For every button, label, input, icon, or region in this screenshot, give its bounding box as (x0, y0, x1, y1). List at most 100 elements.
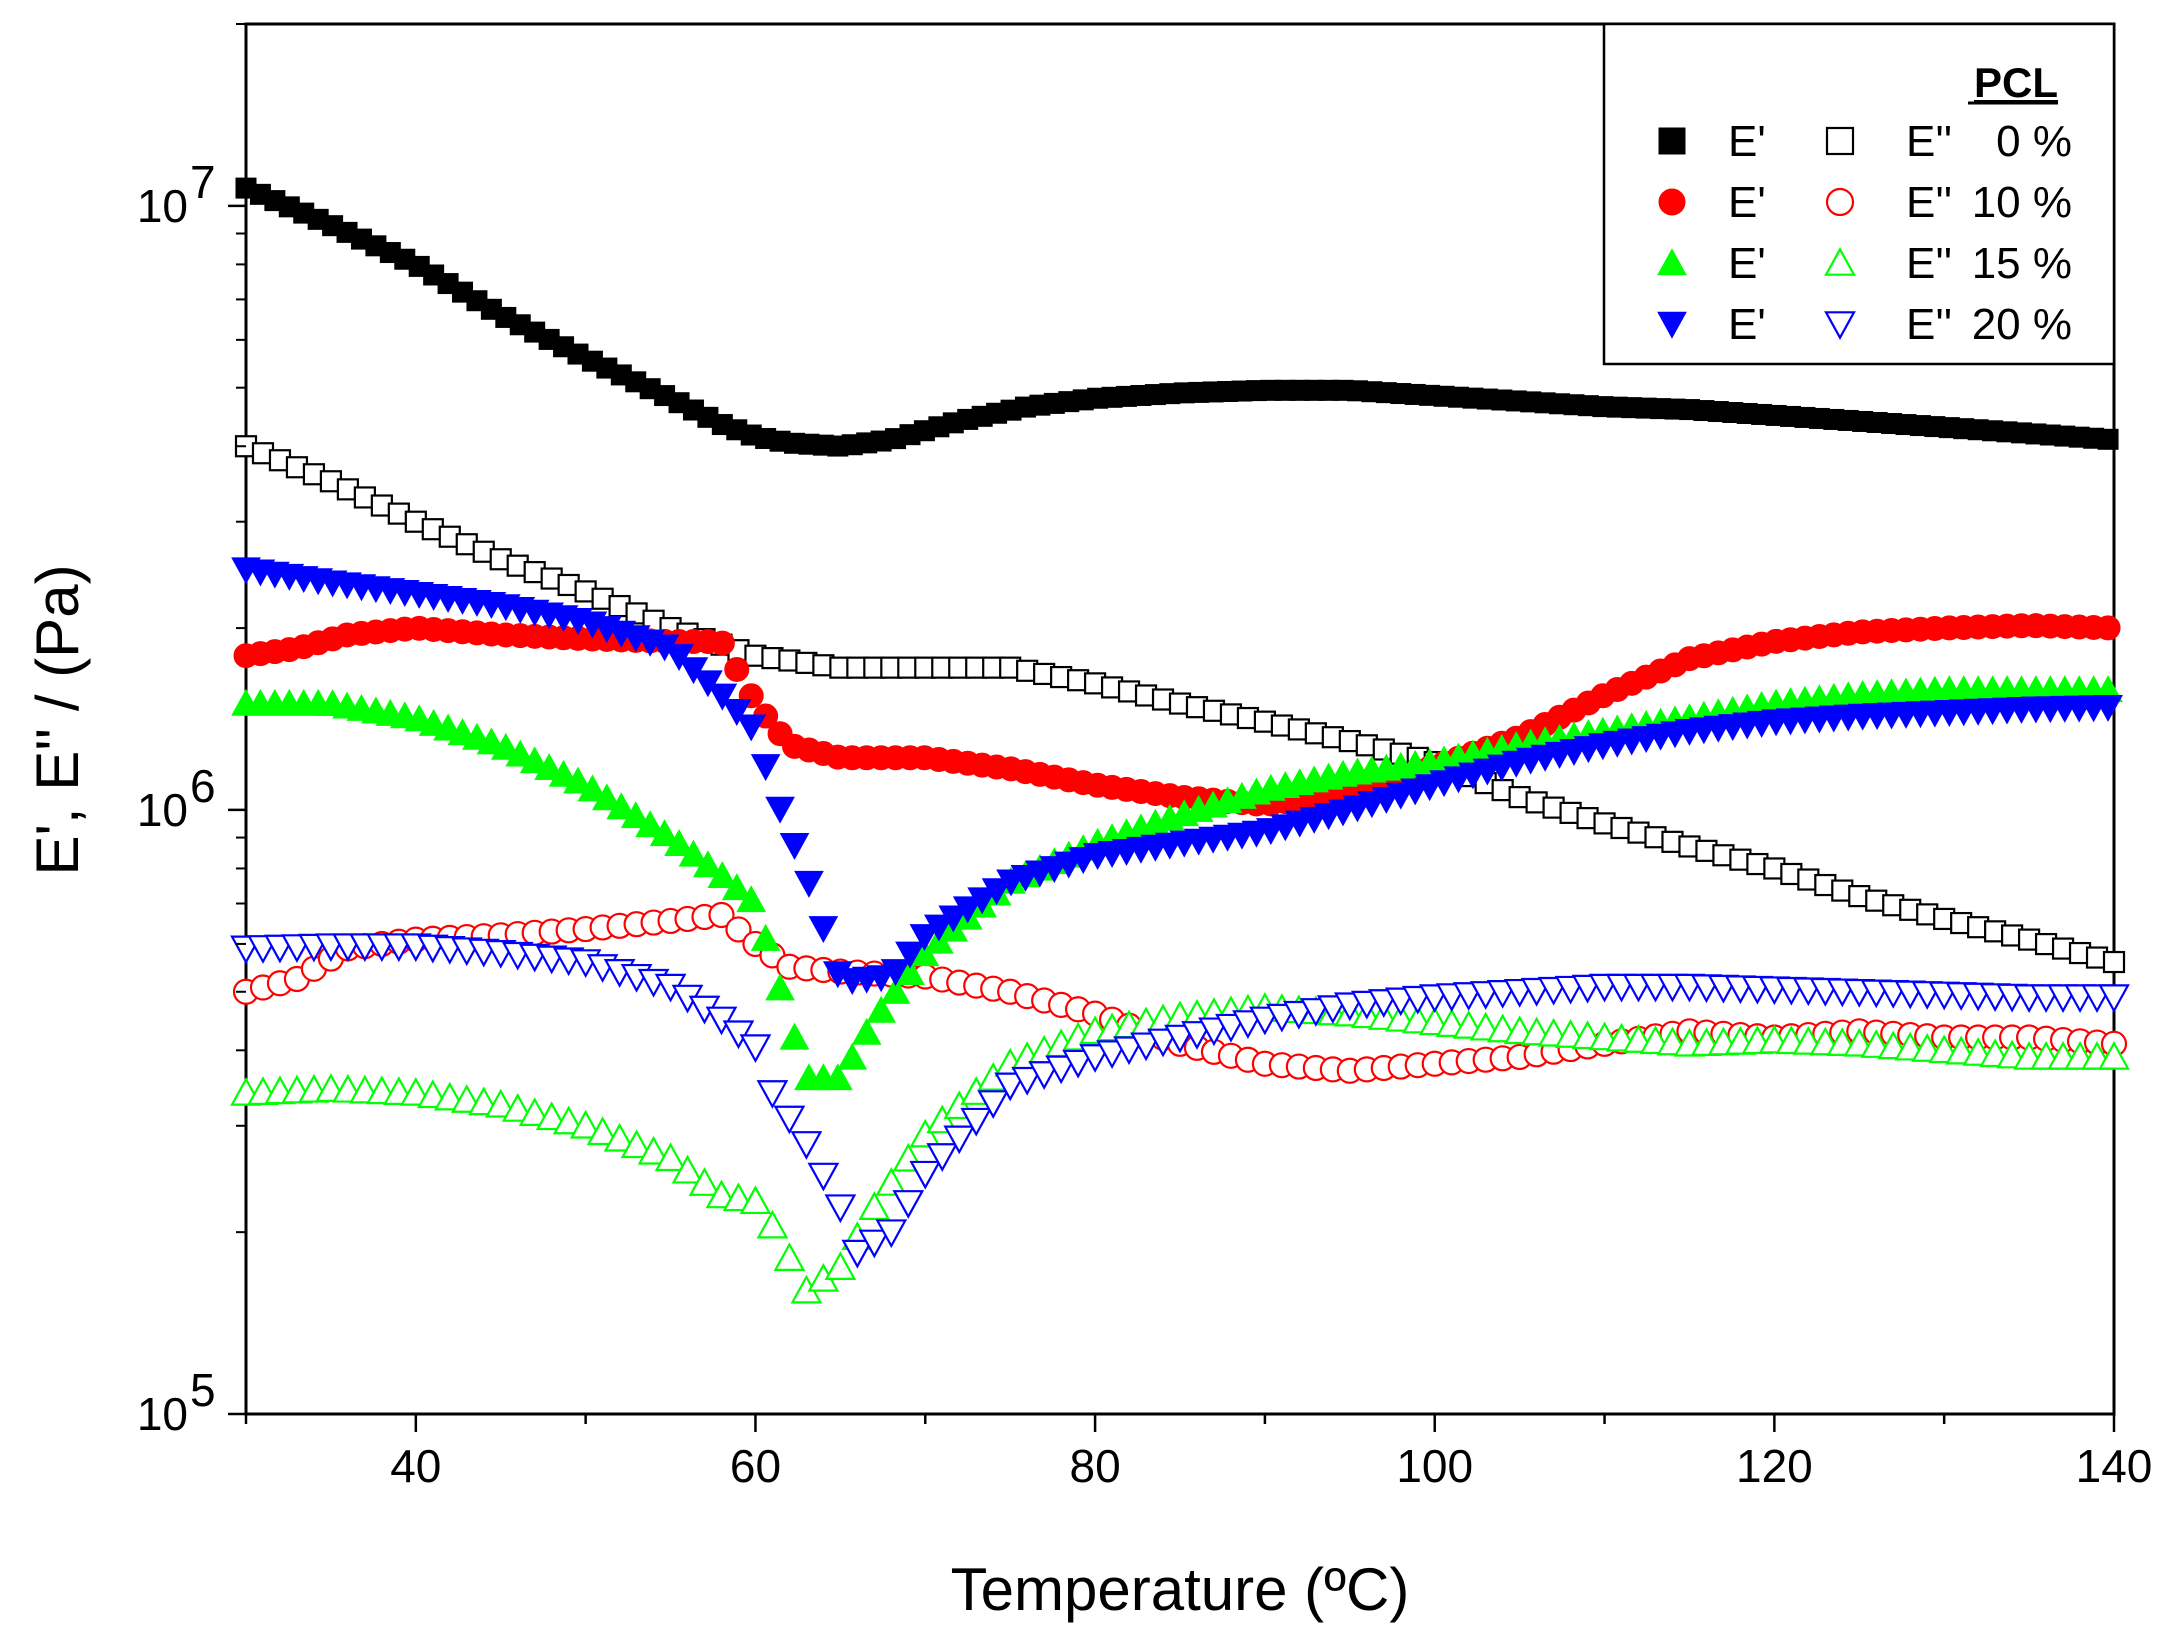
data-point (708, 901, 735, 929)
data-point (2097, 428, 2119, 450)
data-point (620, 1129, 653, 1159)
data-point (1181, 1021, 1213, 1050)
data-point (2102, 950, 2126, 974)
data-point (773, 1242, 806, 1271)
data-point (909, 924, 940, 952)
legend-marker-loss (1824, 247, 1856, 276)
data-point (756, 1080, 789, 1109)
legend-group-label: 0 % (1996, 117, 2072, 166)
data-point (1028, 1061, 1061, 1090)
data-point (724, 656, 750, 682)
legend-rows: E' E'' 0 % E' E'' 10 % E' E'' 15 % E' E'' 20 % (1657, 117, 2072, 349)
data-point (739, 1034, 772, 1064)
data-point (960, 1107, 993, 1137)
data-point (994, 1072, 1027, 1102)
data-point (501, 1093, 534, 1122)
data-point (773, 1105, 806, 1135)
data-point (664, 829, 694, 857)
data-point (875, 1167, 908, 1196)
data-point (1045, 1055, 1077, 1085)
data-point (977, 1090, 1010, 1119)
legend-loss-label: E'' (1906, 178, 1952, 227)
data-point (1113, 1036, 1145, 1066)
series-e-20- (230, 933, 2130, 1269)
data-point (824, 1251, 857, 1280)
data-point (637, 1135, 670, 1165)
data-point (756, 1209, 789, 1239)
legend-storage-label: E' (1728, 117, 1766, 166)
data-point (2098, 984, 2130, 1014)
data-point (688, 1167, 721, 1196)
legend-loss-label: E'' (1906, 117, 1952, 166)
data-point (808, 916, 839, 944)
data-point (1164, 1024, 1196, 1054)
x-tick-label: 80 (1070, 1440, 1121, 1492)
data-point (866, 995, 896, 1023)
data-point (484, 1088, 517, 1118)
legend-storage-label: E' (1728, 178, 1766, 227)
data-point (736, 714, 767, 742)
data-point (678, 839, 709, 867)
y-tick-exponent: 5 (190, 1364, 216, 1416)
legend: PCL E' E'' 0 % E' E'' 10 % E' E'' 15 % E' E'' 20 % (1602, 22, 2116, 366)
data-point (858, 1191, 891, 1220)
legend-storage-label: E' (1728, 300, 1766, 349)
data-point (725, 916, 752, 943)
data-point (649, 819, 680, 847)
y-tick-label: 10 (137, 784, 188, 836)
data-point (1232, 1010, 1264, 1040)
data-point (722, 1020, 755, 1050)
x-tick-label: 100 (1396, 1440, 1473, 1492)
data-point (1062, 1049, 1094, 1079)
y-tick-exponent: 6 (190, 760, 216, 812)
series-e-20- (231, 557, 2123, 996)
x-tick-label: 120 (1736, 1440, 1813, 1492)
data-point (603, 1122, 636, 1152)
legend-marker-storage (1657, 248, 1687, 276)
data-point (892, 1190, 925, 1219)
data-point (577, 774, 608, 802)
data-point (967, 887, 998, 915)
x-tick-label: 140 (2076, 1440, 2153, 1492)
data-point (606, 792, 637, 820)
series-e-0- (235, 177, 2119, 457)
data-point (926, 1143, 959, 1172)
legend-storage-label: E' (1728, 239, 1766, 288)
data-point (548, 759, 579, 787)
data-point (620, 801, 651, 829)
data-point (1079, 1044, 1111, 1073)
data-point (858, 1229, 891, 1259)
data-point (534, 753, 564, 781)
data-point (943, 1125, 976, 1155)
data-marks (230, 177, 2130, 1304)
data-point (2093, 694, 2123, 722)
data-point (707, 683, 738, 711)
data-point (739, 1185, 772, 1215)
data-point (952, 896, 983, 924)
data-point (490, 732, 521, 760)
data-point (765, 796, 795, 824)
legend-row: E' E'' 0 % (1658, 117, 2072, 166)
series-e-0- (234, 435, 2126, 974)
data-point (1147, 1028, 1179, 1058)
data-point (1215, 1013, 1247, 1043)
data-point (924, 914, 954, 942)
data-point (721, 873, 752, 901)
x-tick-label: 60 (730, 1440, 781, 1492)
data-point (765, 973, 795, 1001)
data-point (909, 1118, 942, 1148)
data-point (709, 630, 735, 656)
data-point (635, 810, 666, 838)
data-point (519, 746, 550, 774)
data-point (693, 670, 723, 698)
data-point (2098, 1040, 2130, 1070)
data-point (1011, 1066, 1044, 1096)
data-point (851, 1017, 882, 1045)
data-point (822, 1063, 853, 1091)
data-point (654, 1142, 687, 1172)
data-point (1130, 1032, 1162, 1062)
legend-loss-label: E'' (1906, 239, 1952, 288)
legend-group-label: 20 % (1972, 300, 2072, 349)
